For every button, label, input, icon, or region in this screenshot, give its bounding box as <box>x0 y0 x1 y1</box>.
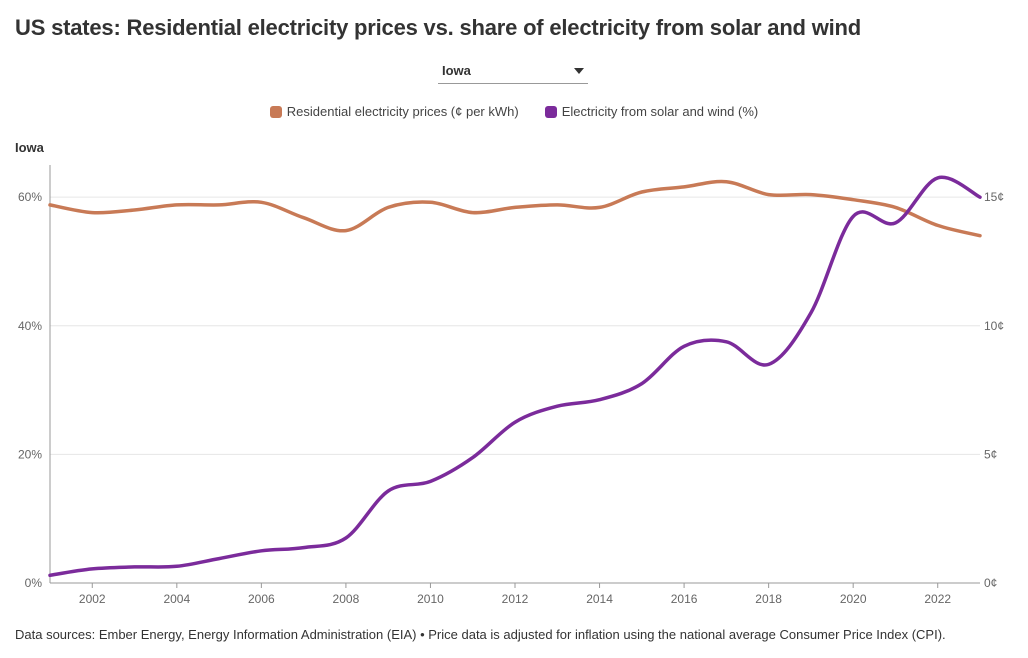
y-left-tick-label: 0% <box>25 576 43 590</box>
x-tick-label: 2018 <box>755 592 782 606</box>
y-right-tick-label: 10¢ <box>984 319 1004 333</box>
footer-sources: Data sources: Ember Energy, Energy Infor… <box>15 627 946 642</box>
panel-title: Iowa <box>15 140 44 155</box>
x-tick-label: 2006 <box>248 592 275 606</box>
x-tick-label: 2016 <box>671 592 698 606</box>
y-right-tick-label: 0¢ <box>984 576 997 590</box>
legend-item-price[interactable]: Residential electricity prices (¢ per kW… <box>269 104 519 119</box>
chart-legend: Residential electricity prices (¢ per kW… <box>0 104 1028 119</box>
y-right-tick-label: 15¢ <box>984 190 1004 204</box>
x-tick-label: 2002 <box>79 592 106 606</box>
state-dropdown[interactable]: Iowa <box>438 58 588 84</box>
y-right-tick-label: 5¢ <box>984 447 997 461</box>
dropdown-selected-value: Iowa <box>442 63 471 78</box>
x-tick-label: 2020 <box>840 592 867 606</box>
x-tick-label: 2022 <box>924 592 951 606</box>
x-tick-label: 2010 <box>417 592 444 606</box>
x-tick-label: 2012 <box>502 592 529 606</box>
legend-swatch-price <box>269 105 282 118</box>
legend-swatch-solar <box>544 105 557 118</box>
chart-title: US states: Residential electricity price… <box>15 15 862 40</box>
series-line-solar <box>48 175 982 578</box>
series-line-price <box>48 179 982 238</box>
x-tick-label: 2008 <box>333 592 360 606</box>
x-tick-label: 2014 <box>586 592 613 606</box>
y-left-tick-label: 40% <box>18 319 42 333</box>
legend-label-price: Residential electricity prices (¢ per kW… <box>286 104 519 119</box>
legend-item-solar[interactable]: Electricity from solar and wind (%) <box>544 104 759 119</box>
y-left-tick-label: 60% <box>18 190 42 204</box>
y-left-tick-label: 20% <box>18 447 42 461</box>
legend-label-solar: Electricity from solar and wind (%) <box>561 104 759 119</box>
x-tick-label: 2004 <box>163 592 190 606</box>
chevron-down-icon[interactable] <box>574 68 584 74</box>
